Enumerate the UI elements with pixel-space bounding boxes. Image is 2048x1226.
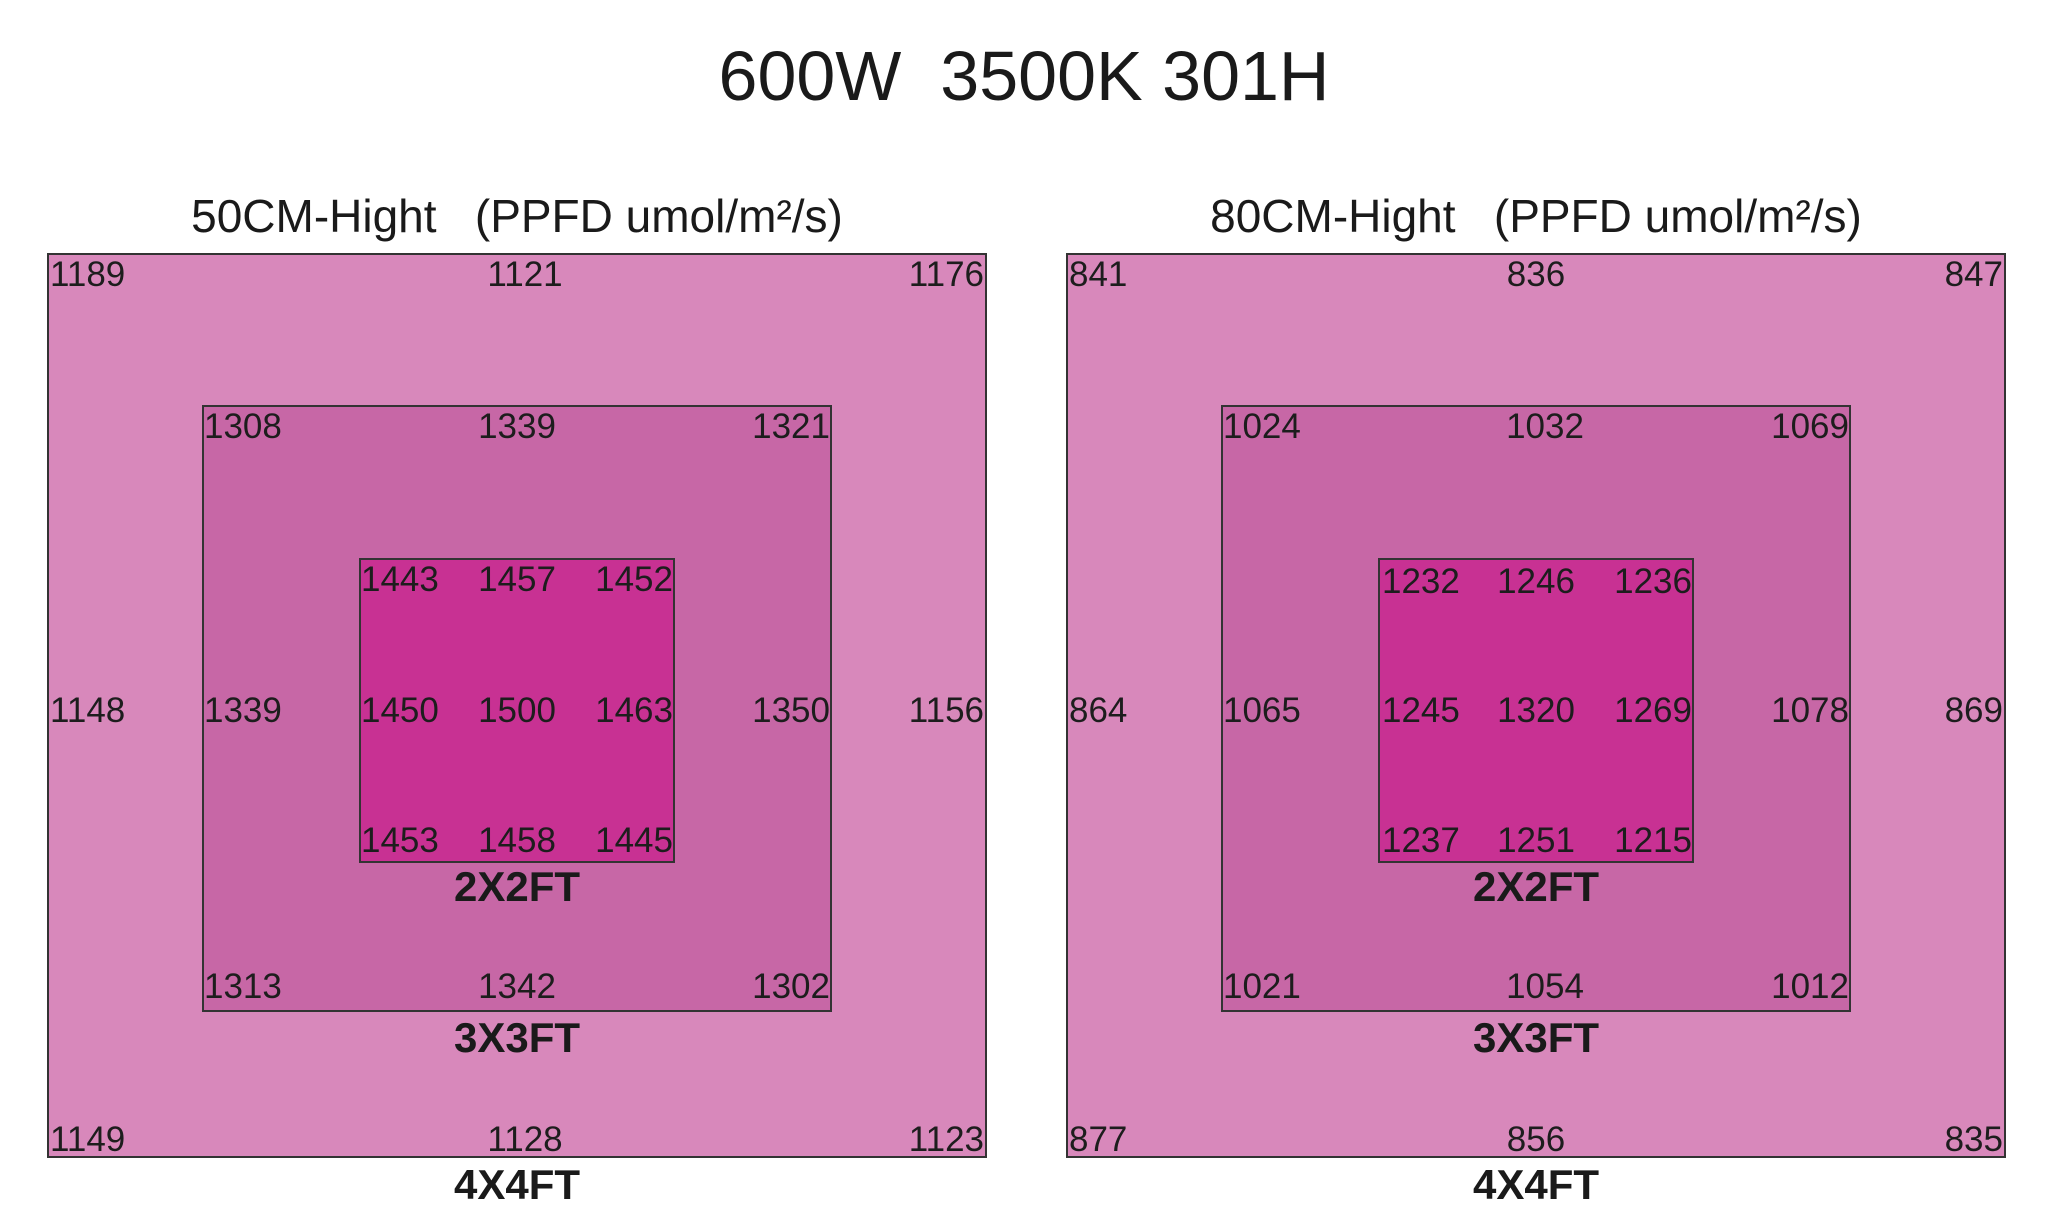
- ppfd-value: 1237: [1382, 821, 1460, 860]
- main-title: 600W 3500K 301H: [718, 37, 1330, 115]
- ppfd-value: 1069: [1771, 407, 1849, 446]
- ppfd-value: 835: [1944, 1120, 2003, 1159]
- ppfd-map-50cm: 50CM-Hight (PPFD umol/m²/s) 1189 1121 11…: [47, 185, 987, 1215]
- ppfd-value: 1339: [478, 407, 556, 446]
- ppfd-value: 1308: [204, 407, 282, 446]
- ppfd-value: 841: [1069, 255, 1128, 294]
- ppfd-value: 1021: [1223, 967, 1301, 1006]
- ppfd-value: 1251: [1497, 821, 1575, 860]
- ppfd-value: 1121: [487, 255, 563, 294]
- ppfd-value: 1443: [361, 560, 439, 599]
- zone-label-4x4ft: 4X4FT: [453, 1161, 581, 1208]
- ppfd-value: 1012: [1771, 967, 1849, 1006]
- ppfd-value: 1463: [595, 691, 673, 730]
- zone-label-3x3ft: 3X3FT: [453, 1014, 581, 1061]
- ppfd-value: 1236: [1614, 562, 1692, 601]
- ppfd-value: 1245: [1382, 691, 1460, 730]
- ppfd-value: 1339: [204, 691, 282, 730]
- zone-label-4x4ft: 4X4FT: [1472, 1161, 1600, 1208]
- ppfd-value: 856: [1506, 1120, 1566, 1159]
- ppfd-value: 1313: [204, 967, 282, 1006]
- ppfd-value: 1065: [1223, 691, 1301, 730]
- ppfd-value: 1148: [50, 691, 126, 730]
- ppfd-value: 1123: [908, 1120, 984, 1159]
- ppfd-value: 1246: [1497, 562, 1575, 601]
- ppfd-value: 1458: [478, 821, 556, 860]
- ppfd-value: 1078: [1771, 691, 1849, 730]
- ppfd-value: 1054: [1506, 967, 1584, 1006]
- ppfd-value: 1024: [1223, 407, 1301, 446]
- zone-2x2ft: [1378, 558, 1694, 863]
- ppfd-value: 864: [1069, 691, 1128, 730]
- ppfd-value: 1450: [361, 691, 439, 730]
- zone-label-2x2ft: 2X2FT: [1472, 863, 1600, 910]
- ppfd-value: 1342: [478, 967, 556, 1006]
- ppfd-value: 1320: [1497, 691, 1575, 730]
- zone-label-3x3ft: 3X3FT: [1472, 1014, 1600, 1061]
- ppfd-value: 836: [1506, 255, 1566, 294]
- ppfd-value: 1350: [752, 691, 830, 730]
- ppfd-value: 1453: [361, 821, 439, 860]
- panel-title: 80CM-Hight (PPFD umol/m²/s): [1210, 190, 1862, 242]
- ppfd-value: 1302: [752, 967, 830, 1006]
- zone-label-2x2ft: 2X2FT: [453, 863, 581, 910]
- ppfd-value: 1176: [908, 255, 984, 294]
- ppfd-value: 1452: [595, 560, 673, 599]
- ppfd-map-80cm: 80CM-Hight (PPFD umol/m²/s) 841 836 847 …: [1066, 185, 2006, 1215]
- ppfd-value: 1189: [50, 255, 126, 294]
- panel-title: 50CM-Hight (PPFD umol/m²/s): [191, 190, 843, 242]
- ppfd-value: 1500: [478, 691, 556, 730]
- ppfd-value: 869: [1944, 691, 2003, 730]
- ppfd-value: 1156: [908, 691, 984, 730]
- ppfd-value: 1269: [1614, 691, 1692, 730]
- ppfd-value: 877: [1069, 1120, 1128, 1159]
- ppfd-value: 1445: [595, 821, 673, 860]
- ppfd-value: 847: [1944, 255, 2003, 294]
- zone-2x2ft: [359, 558, 675, 863]
- ppfd-value: 1128: [487, 1120, 563, 1159]
- ppfd-value: 1149: [50, 1120, 126, 1159]
- ppfd-value: 1232: [1382, 562, 1460, 601]
- ppfd-value: 1215: [1614, 821, 1692, 860]
- ppfd-value: 1032: [1506, 407, 1584, 446]
- ppfd-value: 1321: [752, 407, 830, 446]
- ppfd-value: 1457: [478, 560, 556, 599]
